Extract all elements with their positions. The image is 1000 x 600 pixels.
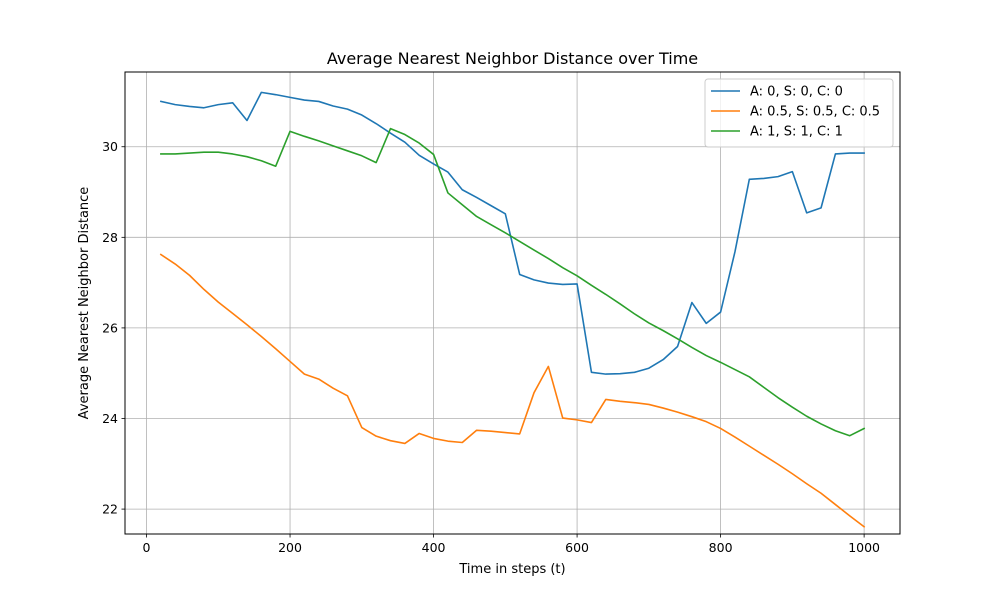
x-tick-label: 600 (565, 540, 589, 555)
y-axis-label: Average Nearest Neighbor Distance (77, 187, 92, 420)
plot-area (125, 72, 900, 534)
legend-label-0: A: 0, S: 0, C: 0 (750, 85, 843, 100)
y-tick-label: 26 (102, 320, 118, 335)
y-tick-label: 24 (102, 411, 118, 426)
plot-frame (124, 71, 901, 535)
y-tick-label: 28 (102, 230, 118, 245)
legend-label-2: A: 1, S: 1, C: 1 (750, 125, 843, 140)
series-layer (159, 91, 866, 528)
x-tick-label: 400 (422, 540, 446, 555)
x-tick-label: 0 (143, 540, 151, 555)
y-tick-label: 30 (102, 139, 118, 154)
chart-title: Average Nearest Neighbor Distance over T… (327, 49, 698, 68)
x-tick-label: 800 (709, 540, 733, 555)
y-tick-label: 22 (102, 502, 118, 517)
x-tick-label: 1000 (848, 540, 880, 555)
legend-label-1: A: 0.5, S: 0.5, C: 0.5 (750, 105, 880, 120)
series-line-1 (159, 253, 866, 528)
x-tick-label: 200 (278, 540, 302, 555)
grid (125, 72, 900, 534)
ticks: 0 200 400 600 800 1000 22 24 26 28 30 (102, 139, 880, 555)
legend: A: 0, S: 0, C: 0 A: 0.5, S: 0.5, C: 0.5 A:… (704, 78, 894, 148)
series-line-0 (159, 91, 865, 375)
series-line-2 (160, 127, 866, 437)
x-axis-label: Time in steps (t) (458, 562, 565, 577)
legend-frame (704, 78, 894, 148)
